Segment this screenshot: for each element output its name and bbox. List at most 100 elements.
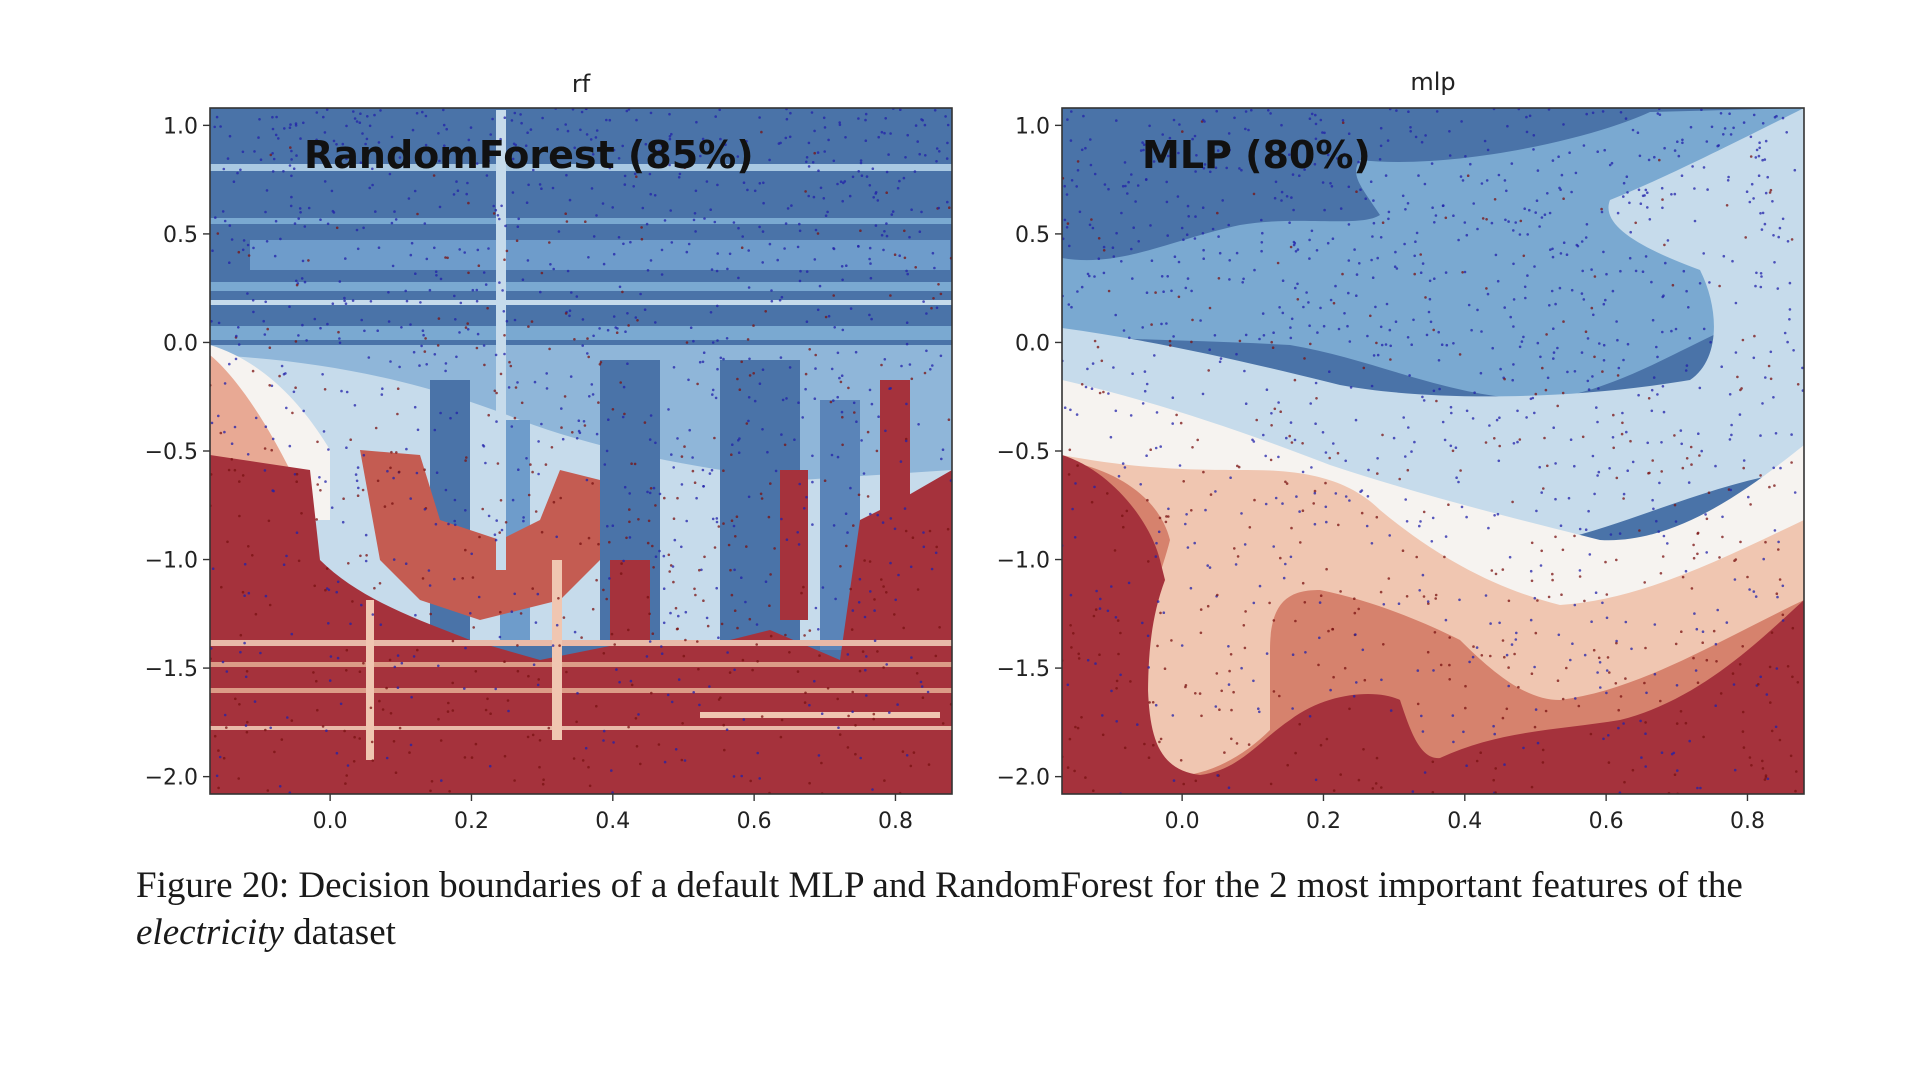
mlp-scatter-point [1644,765,1647,768]
mlp-scatter-point [1494,767,1497,770]
rf-scatter-point [529,463,532,466]
rf-scatter-point [324,480,327,483]
mlp-scatter-point [1155,411,1159,414]
mlp-scatter-point [1468,660,1471,664]
mlp-scatter-point [1366,495,1370,498]
rf-scatter-point [752,324,755,327]
rf-scatter-point [463,756,467,759]
rf-scatter-point [924,154,927,157]
rf-scatter-point [531,470,534,474]
rf-scatter-point [427,569,431,572]
rf-scatter-point [464,646,467,650]
rf-scatter-point [680,483,684,486]
mlp-scatter-point [1360,511,1364,515]
rf-scatter-point [696,382,699,386]
rf-scatter-point [217,786,220,790]
rf-scatter-point [764,310,767,313]
mlp-scatter-point [1116,619,1120,622]
mlp-scatter-point [1376,256,1379,260]
rf-scatter-point [531,587,534,590]
rf-scatter-point [585,478,589,482]
rf-scatter-point [633,462,637,466]
mlp-scatter-point [1364,197,1367,200]
mlp-scatter-point [1562,320,1565,323]
rf-scatter-point [343,729,346,733]
rf-scatter-point [780,718,784,722]
mlp-scatter-point [1580,351,1584,354]
rf-scatter-point [421,110,424,114]
mlp-scatter-point [1291,653,1295,656]
mlp-scatter-point [1494,572,1498,576]
rf-scatter-point [732,524,736,528]
mlp-scatter-point [1662,410,1666,414]
rf-scatter-point [694,230,697,233]
rf-streak-red [880,380,910,600]
mlp-scatter-point [1114,313,1117,317]
rf-scatter-point [433,246,436,250]
mlp-scatter-point [1269,782,1273,786]
rf-scatter-point [494,208,498,212]
mlp-scatter-point [1347,185,1351,189]
mlp-scatter-point [1658,158,1661,162]
mlp-scatter-point [1601,601,1604,605]
mlp-scatter-point [1692,656,1695,660]
rf-scatter-point [273,254,277,258]
rf-scatter-point [568,309,572,313]
mlp-scatter-point [1529,618,1533,622]
rf-stripe-pale [700,712,940,718]
mlp-scatter-point [1643,581,1646,584]
mlp-scatter-point [1741,645,1744,648]
mlp-scatter-point [1112,255,1116,258]
rf-scatter-point [337,330,340,334]
mlp-scatter-point [1626,191,1629,194]
rf-scatter-point [841,199,844,203]
mlp-scatter-point [1541,748,1545,752]
mlp-scatter-point [1177,151,1180,155]
mlp-scatter-point [1634,269,1638,273]
mlp-scatter-point [1540,549,1543,553]
mlp-scatter-point [1177,295,1181,299]
rf-scatter-point [498,281,501,284]
rf-scatter-point [677,678,681,681]
rf-scatter-point [737,439,740,442]
mlp-scatter-point [1533,411,1536,415]
rf-scatter-point [618,680,621,684]
mlp-ytick-label: 0.5 [1015,223,1050,248]
rf-scatter-point [573,630,577,634]
mlp-scatter-point [1244,402,1248,406]
rf-scatter-point [448,790,451,793]
rf-scatter-point [635,118,638,122]
rf-scatter-point [425,257,429,261]
mlp-scatter-point [1726,179,1730,182]
mlp-scatter-point [1675,722,1679,725]
rf-scatter-point [421,577,425,580]
mlp-scatter-point [1165,322,1168,325]
mlp-scatter-point [1559,252,1563,255]
mlp-scatter-point [1506,124,1509,128]
rf-scatter-point [857,117,860,120]
rf-scatter-point [816,151,820,154]
rf-scatter-point [880,363,883,367]
rf-scatter-point [877,135,880,139]
rf-scatter-point [595,578,598,582]
rf-scatter-point [486,306,489,310]
rf-scatter-point [595,214,598,217]
rf-scatter-point [359,161,363,164]
mlp-scatter-point [1484,441,1488,444]
rf-scatter-point [455,355,458,359]
rf-scatter-point [789,111,792,115]
rf-scatter-point [608,540,611,544]
mlp-scatter-point [1284,562,1287,566]
mlp-scatter-point [1331,627,1334,631]
mlp-scatter-point [1488,424,1491,427]
mlp-scatter-point [1078,210,1082,214]
rf-scatter-point [415,111,419,115]
mlp-scatter-point [1529,569,1533,573]
rf-scatter-point [326,322,329,326]
mlp-scatter-point [1592,648,1596,652]
rf-scatter-point [496,214,500,217]
rf-scatter-point [935,147,939,150]
mlp-scatter-point [1397,602,1401,605]
rf-scatter-point [391,502,394,505]
rf-scatter-point [487,149,491,153]
